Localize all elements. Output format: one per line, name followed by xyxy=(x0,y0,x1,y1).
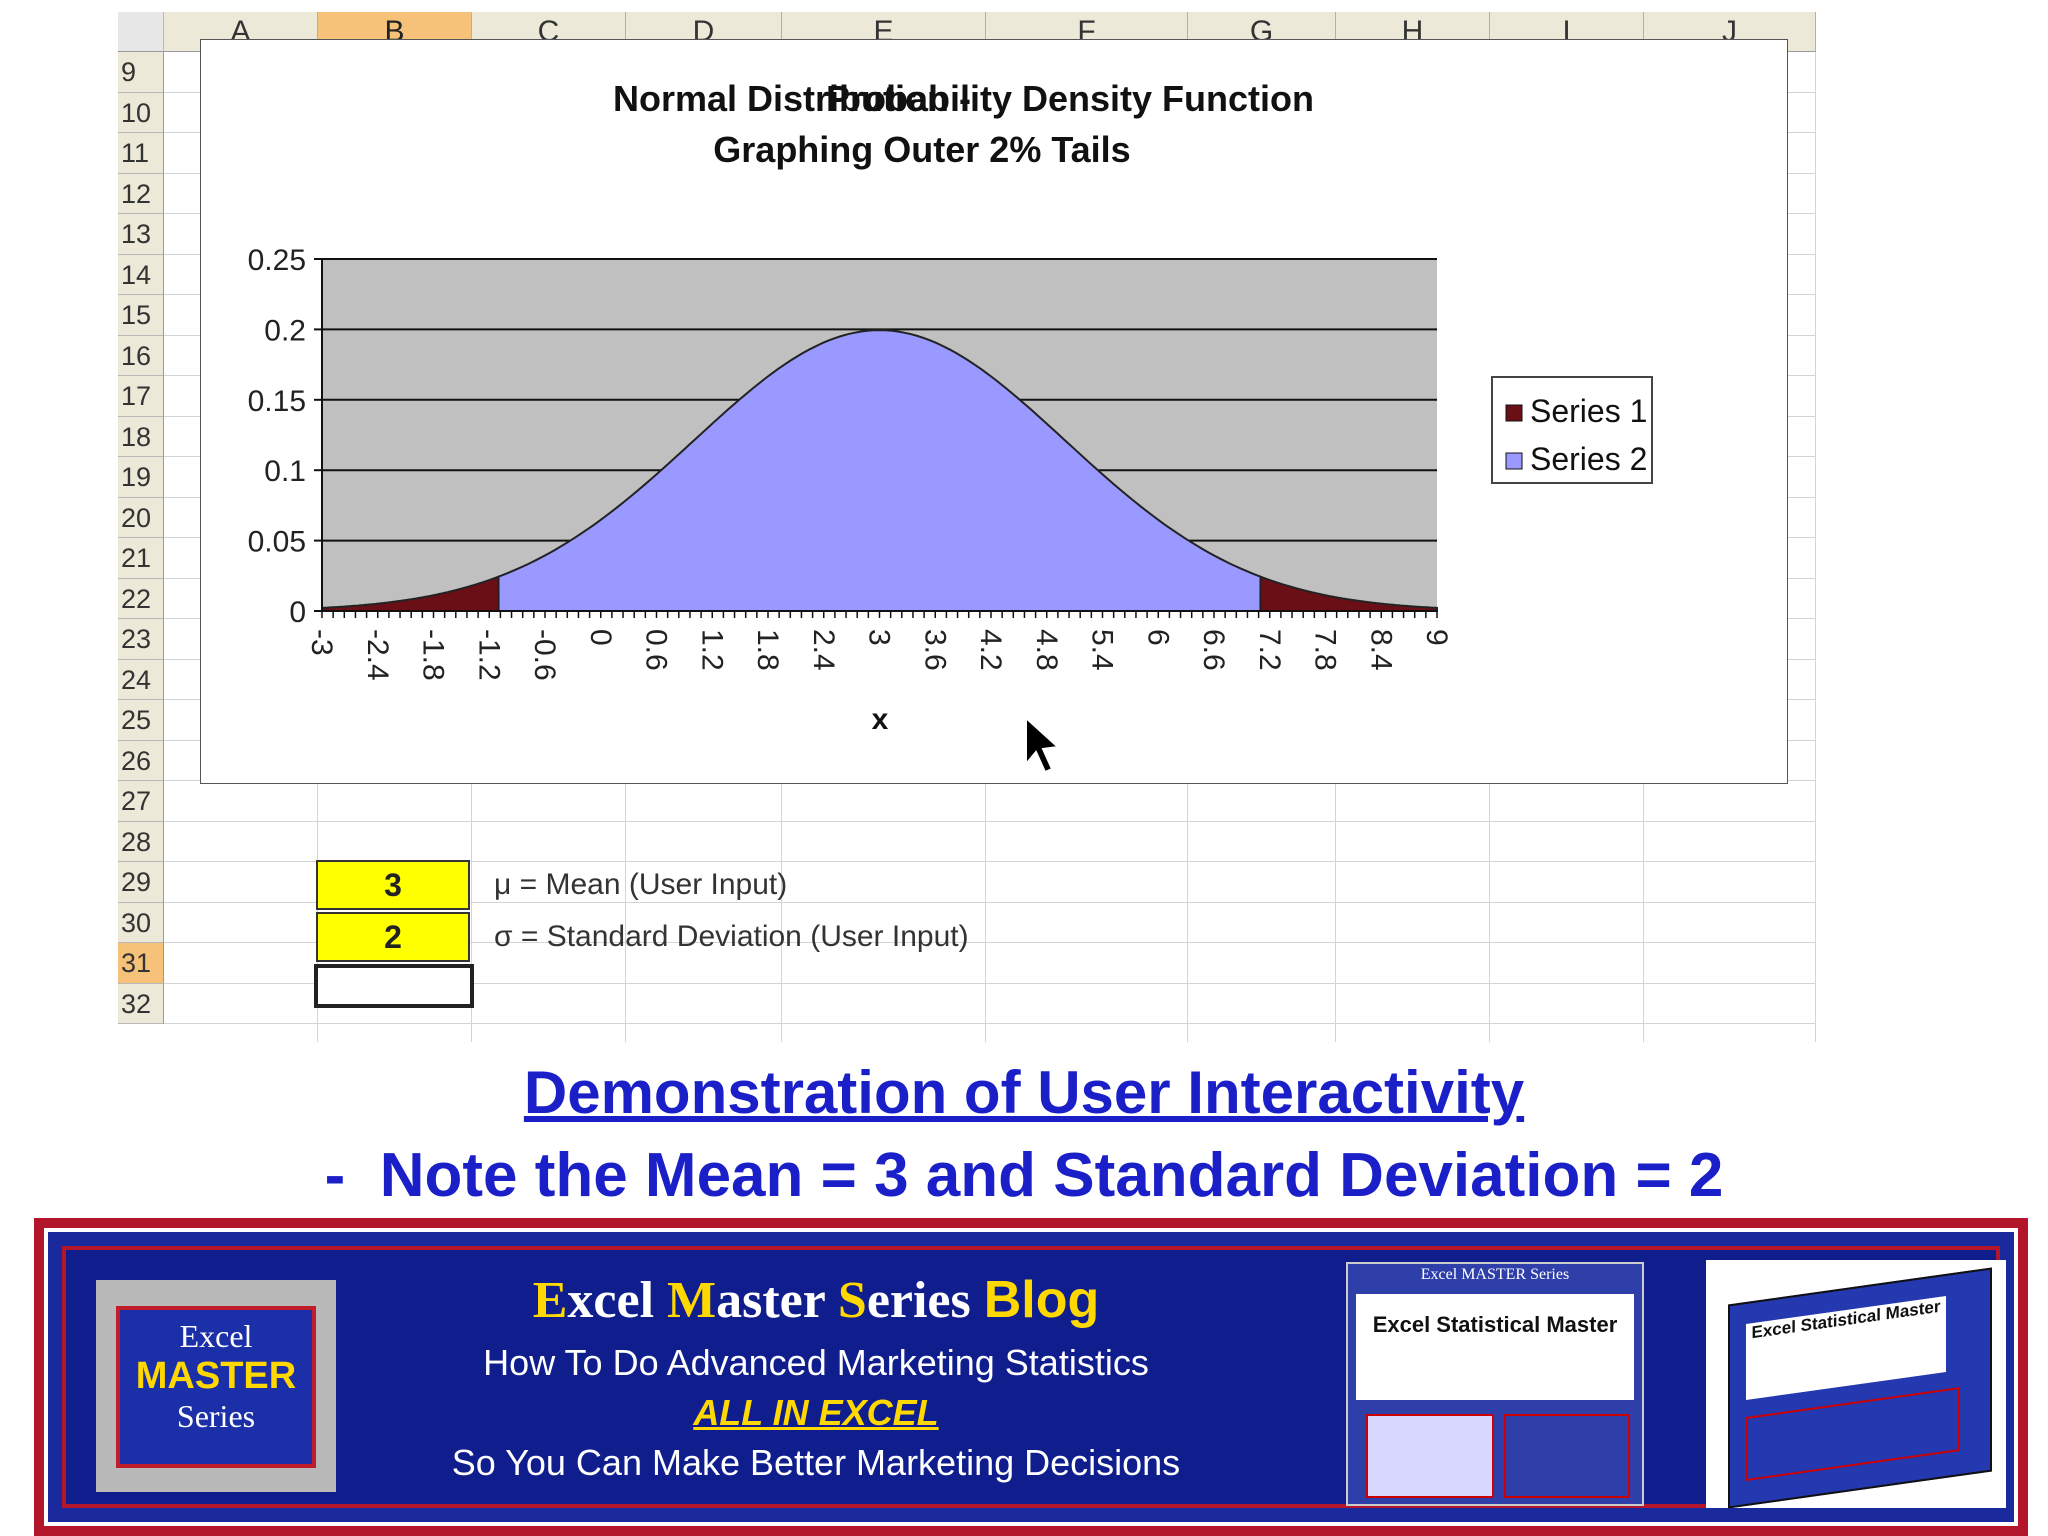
y-tick-label: 0.25 xyxy=(248,244,306,277)
x-tick-label: -3 xyxy=(305,629,338,656)
banner-line2[interactable]: ALL IN EXCEL xyxy=(693,1392,939,1433)
row-header-26[interactable]: 26 xyxy=(118,740,164,781)
banner-title: Excel Master Series Blog xyxy=(532,1271,1100,1329)
x-tick-label: 3 xyxy=(863,629,896,646)
row-header-31[interactable]: 31 xyxy=(118,943,164,984)
banner-line1: How To Do Advanced Marketing Statistics xyxy=(483,1342,1149,1383)
row-header-24[interactable]: 24 xyxy=(118,659,164,700)
x-tick-label: 1.8 xyxy=(751,629,784,671)
row-header-28[interactable]: 28 xyxy=(118,821,164,862)
legend-swatch-series-2 xyxy=(1505,452,1523,470)
legend-label-series-1: Series 1 xyxy=(1530,393,1647,429)
legend[interactable]: Series 1 Series 2 xyxy=(1491,376,1653,484)
x-tick-label: 7.8 xyxy=(1309,629,1342,671)
x-tick-label: 2.4 xyxy=(807,629,840,671)
mouse-cursor-icon xyxy=(1025,715,1061,774)
book-cover-graphing-manual[interactable]: Excel MASTER Series Excel Statistical Ma… xyxy=(1346,1262,1644,1506)
row-header-27[interactable]: 27 xyxy=(118,781,164,822)
x-tick-label: -2.4 xyxy=(361,629,394,681)
x-tick-label: 4.8 xyxy=(1030,629,1063,671)
row-header-11[interactable]: 11 xyxy=(118,133,164,174)
row-header-12[interactable]: 12 xyxy=(118,173,164,214)
row-header-16[interactable]: 16 xyxy=(118,335,164,376)
mean-label: μ = Mean (User Input) xyxy=(494,868,788,901)
row-header-10[interactable]: 10 xyxy=(118,92,164,133)
select-all-corner[interactable] xyxy=(118,12,164,52)
y-tick-label: 0.15 xyxy=(248,385,306,418)
x-tick-label: -1.8 xyxy=(417,629,450,681)
x-tick-label: 6.6 xyxy=(1197,629,1230,671)
excel-master-logo: Excel MASTER Series xyxy=(96,1280,336,1492)
y-tick-label: 0.1 xyxy=(264,455,306,488)
book-3d-cover[interactable]: Excel Statistical Master xyxy=(1706,1260,2006,1509)
y-tick-label: 0 xyxy=(289,596,306,629)
x-tick-label: 3.6 xyxy=(918,629,951,671)
legend-label-series-2: Series 2 xyxy=(1530,441,1647,477)
row-header-19[interactable]: 19 xyxy=(118,457,164,498)
x-tick-label: 0 xyxy=(584,629,617,646)
book-thumbnail-graphics xyxy=(1366,1414,1494,1498)
row-header-32[interactable]: 32 xyxy=(118,983,164,1024)
caption-demonstration: Demonstration of User Interactivity xyxy=(523,1059,1525,1126)
x-tick-label: 8.4 xyxy=(1364,629,1397,671)
active-cell-b31[interactable] xyxy=(314,964,474,1008)
y-tick-label: 0.05 xyxy=(248,526,306,559)
x-tick-label: 4.2 xyxy=(974,629,1007,671)
y-tick-label: 0.2 xyxy=(264,314,306,347)
banner-line3: So You Can Make Better Marketing Decisio… xyxy=(451,1442,1181,1483)
chart-title-right: Probability Density Function xyxy=(826,78,1314,119)
normal-distribution-chart[interactable]: Normal Distribution - Probability Densit… xyxy=(200,39,1788,784)
row-header-23[interactable]: 23 xyxy=(118,619,164,660)
x-tick-label: 7.2 xyxy=(1253,629,1286,671)
x-tick-label: 5.4 xyxy=(1086,629,1119,671)
x-tick-label: 6 xyxy=(1141,629,1174,646)
chart-subtitle: Graphing Outer 2% Tails xyxy=(713,129,1130,170)
row-header-30[interactable]: 30 xyxy=(118,902,164,943)
x-axis-label: x xyxy=(872,703,889,736)
row-header-13[interactable]: 13 xyxy=(118,214,164,255)
sd-label: σ = Standard Deviation (User Input) xyxy=(494,920,969,953)
series-1-right-tail xyxy=(1259,575,1438,612)
row-header-29[interactable]: 29 xyxy=(118,862,164,903)
x-tick-label: -0.6 xyxy=(528,629,561,681)
row-header-20[interactable]: 20 xyxy=(118,497,164,538)
row-header-18[interactable]: 18 xyxy=(118,416,164,457)
x-tick-label: -1.2 xyxy=(472,629,505,681)
series-2-area xyxy=(497,329,1262,612)
row-header-15[interactable]: 15 xyxy=(118,295,164,336)
blog-banner[interactable]: Excel MASTER Series Excel Master Series … xyxy=(34,1218,2028,1536)
sd-input-cell[interactable]: 2 xyxy=(316,912,470,962)
book-thumbnail-text xyxy=(1504,1414,1630,1498)
row-header-14[interactable]: 14 xyxy=(118,254,164,295)
row-header-21[interactable]: 21 xyxy=(118,538,164,579)
caption-note: - Note the Mean = 3 and Standard Deviati… xyxy=(324,1141,1724,1210)
series-1-left-tail xyxy=(321,575,500,612)
x-tick-label: 1.2 xyxy=(695,629,728,671)
row-header-22[interactable]: 22 xyxy=(118,578,164,619)
row-header-17[interactable]: 17 xyxy=(118,376,164,417)
chart-title-left: Normal Distribution - xyxy=(613,78,971,119)
x-tick-label: 9 xyxy=(1420,629,1453,646)
row-header-9[interactable]: 9 xyxy=(118,52,164,93)
mean-input-cell[interactable]: 3 xyxy=(316,860,470,910)
x-tick-label: 0.6 xyxy=(640,629,673,671)
legend-swatch-series-1 xyxy=(1505,404,1523,422)
row-header-25[interactable]: 25 xyxy=(118,700,164,741)
